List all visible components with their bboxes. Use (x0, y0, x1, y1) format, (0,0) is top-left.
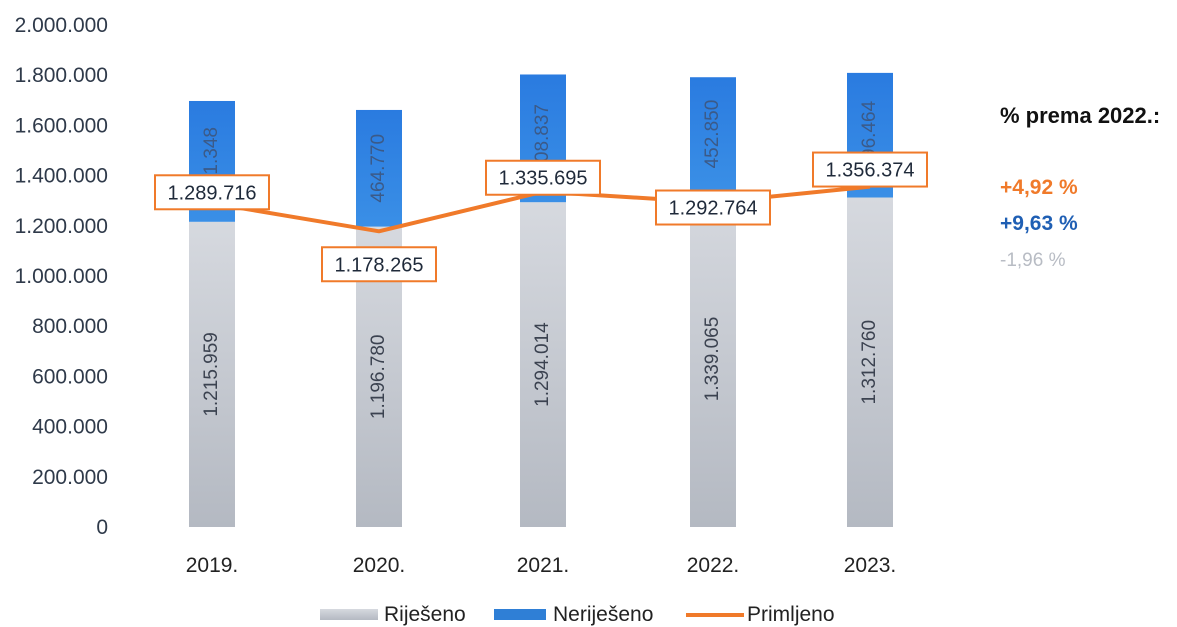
primljeno-label: 1.292.764 (669, 198, 758, 220)
bar-label-rijeseno: 1.215.959 (201, 332, 222, 417)
y-tick-label: 1.800.000 (15, 64, 108, 87)
y-tick-label: 1.600.000 (15, 114, 108, 137)
bar-label-rijeseno: 1.294.014 (532, 322, 553, 407)
legend: Riješeno Neriješeno Primljeno (320, 603, 835, 626)
side-panel-title: % prema 2022.: (1000, 103, 1160, 129)
bar-label-rijeseno: 1.196.780 (368, 335, 389, 420)
x-tick-label: 2020. (353, 554, 406, 577)
primljeno-label: 1.289.716 (168, 182, 257, 204)
side-panel-value-primljeno: +4,92 % (1000, 176, 1078, 200)
legend-label-nerijeseno: Neriješeno (553, 603, 653, 626)
y-tick-label: 0 (96, 516, 108, 539)
x-tick-label: 2023. (844, 554, 897, 577)
y-tick-label: 800.000 (32, 315, 108, 338)
side-panel-value-nerijeseno: +9,63 % (1000, 212, 1078, 236)
x-tick-label: 2021. (517, 554, 570, 577)
legend-label-rijeseno: Riješeno (384, 603, 466, 626)
x-tick-label: 2022. (687, 554, 740, 577)
y-tick-label: 1.400.000 (15, 165, 108, 188)
y-tick-label: 400.000 (32, 416, 108, 439)
bar-label-nerijeseno: 452.850 (702, 100, 723, 169)
bar-label-nerijeseno: 464.770 (368, 134, 389, 203)
legend-swatch-nerijeseno (494, 609, 546, 620)
legend-label-primljeno: Primljeno (747, 603, 835, 626)
legend-swatch-rijeseno (320, 609, 378, 620)
y-tick-label: 200.000 (32, 466, 108, 489)
bar-label-rijeseno: 1.339.065 (702, 317, 723, 402)
y-tick-label: 600.000 (32, 365, 108, 388)
x-axis: 2019. 2020. 2021. 2022. 2023. (186, 554, 897, 577)
y-axis: 0 200.000 400.000 600.000 800.000 1.000.000 1.… (15, 14, 108, 539)
y-tick-label: 1.200.000 (15, 215, 108, 238)
primljeno-label: 1.356.374 (826, 160, 915, 182)
primljeno-label: 1.178.265 (335, 254, 424, 276)
y-tick-label: 2.000.000 (15, 14, 108, 37)
side-panel-value-rijeseno: -1,96 % (1000, 250, 1065, 272)
bar-label-rijeseno: 1.312.760 (859, 320, 880, 405)
bars: 1.215.959481.3481.196.780464.7701.294.01… (189, 73, 893, 527)
y-tick-label: 1.000.000 (15, 265, 108, 288)
primljeno-label: 1.335.695 (499, 168, 588, 190)
x-tick-label: 2019. (186, 554, 239, 577)
